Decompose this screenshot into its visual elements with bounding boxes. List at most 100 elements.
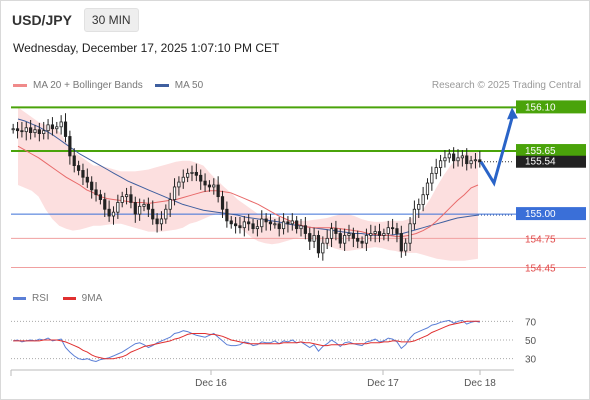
candle — [438, 154, 443, 177]
candle-body-down — [203, 180, 207, 186]
level-label-156-10: 156.10 — [525, 102, 556, 113]
candle-body-down — [225, 208, 229, 222]
candle-body-down — [399, 233, 403, 252]
candle — [24, 121, 28, 141]
candle-body-down — [395, 228, 399, 234]
candle — [46, 119, 50, 140]
ma9-legend-label: 9MA — [81, 293, 103, 304]
candle-body-up — [242, 221, 246, 229]
candle-body-up — [430, 172, 434, 184]
candle — [277, 217, 281, 237]
candle-body-down — [146, 203, 150, 210]
rsi-tick-label-30: 30 — [525, 355, 537, 366]
candle — [37, 122, 41, 142]
candle — [94, 182, 98, 202]
candle-body-down — [295, 220, 299, 230]
x-axis-layer: Dec 16 Dec 17 Dec 18 — [10, 369, 514, 389]
candle-body-down — [15, 128, 20, 132]
candle — [338, 228, 342, 249]
candle-body-up — [312, 235, 316, 242]
candle — [377, 223, 382, 243]
candle-body-down — [377, 231, 382, 236]
candle — [107, 200, 111, 222]
candle — [321, 236, 325, 261]
candle — [194, 163, 198, 182]
candle-body-up — [172, 186, 177, 200]
candle-body-down — [351, 233, 355, 239]
candle-body-up — [347, 233, 351, 236]
candle — [63, 113, 68, 143]
rsi-tick-label-50: 50 — [525, 336, 537, 347]
candle — [417, 198, 421, 218]
candle-body-down — [356, 237, 360, 242]
candle-body-down — [334, 228, 338, 234]
candle — [308, 227, 312, 250]
candle-body-down — [390, 227, 395, 230]
candle — [268, 214, 273, 231]
candle — [120, 191, 124, 208]
candle — [299, 218, 303, 237]
timeframe-button[interactable]: 30 MIN — [83, 8, 139, 32]
candle-body-down — [76, 165, 81, 171]
candles-layer — [11, 113, 482, 261]
candle-body-up — [181, 176, 185, 183]
candle-body-up — [369, 233, 373, 236]
forecast-arrow-head — [507, 107, 518, 120]
price-legend: MA 20 + Bollinger Bands MA 50 — [13, 80, 215, 91]
candle — [29, 120, 33, 140]
candle — [447, 149, 451, 163]
candle — [478, 151, 482, 168]
candle — [20, 121, 24, 138]
candle-body-up — [111, 211, 116, 217]
candle — [90, 176, 94, 199]
candle — [142, 199, 146, 212]
candle — [138, 198, 142, 221]
candle-body-down — [216, 184, 220, 198]
candle-body-up — [425, 182, 430, 196]
candle — [430, 166, 434, 191]
candle-body-up — [408, 223, 412, 244]
x-tick-label-dec-18: Dec 18 — [464, 378, 496, 389]
levels-layer — [11, 106, 586, 268]
candle-body-down — [238, 225, 242, 229]
candle-body-down — [268, 221, 273, 225]
candle — [155, 213, 159, 233]
candle — [212, 178, 216, 195]
candle-body-down — [220, 196, 225, 210]
candle — [425, 178, 430, 200]
symbol-label[interactable]: USD/JPY — [12, 12, 72, 28]
candle-body-down — [98, 194, 103, 200]
level-badge-156-10 — [516, 100, 586, 114]
candle-body-up — [164, 208, 168, 220]
candle — [456, 149, 460, 167]
candle — [168, 192, 172, 218]
candle — [443, 150, 447, 168]
candle-body-up — [412, 208, 417, 225]
candle — [172, 178, 177, 206]
candle-body-down — [316, 235, 321, 254]
candle — [382, 228, 386, 241]
candle-body-down — [247, 221, 251, 225]
candle-body-up — [460, 155, 464, 159]
legend-item-ma20: MA 20 + Bollinger Bands — [13, 80, 143, 91]
candle-body-up — [438, 160, 443, 168]
candle-body-down — [194, 171, 198, 176]
candle-body-down — [72, 155, 76, 166]
candle — [116, 194, 120, 219]
candle-body-down — [338, 233, 342, 244]
candle-body-down — [155, 218, 159, 225]
candle-body-up — [55, 126, 59, 130]
candle-body-up — [42, 130, 46, 134]
level-label-155-00: 155.00 — [525, 209, 556, 220]
candle-body-up — [46, 124, 50, 132]
rsi-layer: 70 50 30 — [11, 317, 537, 366]
candle-body-up — [120, 196, 124, 203]
ma50-legend-label: MA 50 — [174, 80, 204, 91]
candle — [129, 185, 133, 209]
candle — [229, 216, 233, 229]
candle — [329, 222, 334, 248]
ma50-swatch — [154, 84, 169, 87]
candle-body-down — [90, 181, 94, 191]
candle — [421, 186, 425, 212]
